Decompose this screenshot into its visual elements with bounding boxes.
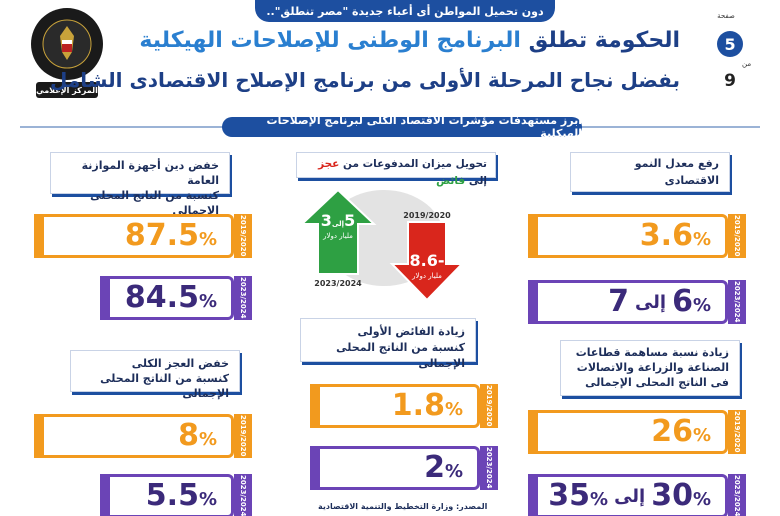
sectors-label: زيادة نسبة مساهمة قطاعات الصناعة والزراع…: [560, 340, 740, 396]
sectors-year-2020: 2019/2020: [728, 410, 746, 454]
headline-line-2: بفضل نجاح المرحلة الأولى من برنامج الإصل…: [50, 68, 680, 92]
surplus-unit: مليار دولار: [322, 232, 353, 240]
balance-label: تحويل ميزان المدفوعات من عجز إلى فائض: [296, 152, 496, 187]
page-label: صفحة: [717, 12, 735, 20]
deficit-year-2020: 2019/2020: [234, 414, 252, 458]
growth-value-2020: 3.6%: [639, 218, 711, 253]
growth-year-2020: 2019/2020: [728, 214, 746, 258]
deficit-value-2024: 5.5%: [145, 478, 217, 513]
debt-label: خفض دين أجهزة الموازنة العامة كنسبة من ا…: [50, 152, 230, 217]
sectors-to-label: إلى: [614, 485, 646, 507]
deficit-value-2020: 8%: [178, 418, 217, 453]
growth-year-2024: 2023/2024: [728, 280, 746, 324]
sectors-year-2024: 2023/2024: [728, 474, 746, 516]
debt-value-2020: 87.5%: [124, 218, 217, 253]
deficit-arrow: [389, 221, 465, 302]
headline-line-1: الحكومة تطلق البرنامج الوطنى للإصلاحات ا…: [139, 28, 680, 53]
page-current: 5: [717, 31, 743, 57]
deficit-year: 2019/2020: [403, 211, 451, 220]
growth-bar-2024: 6% إلى 7: [528, 280, 728, 324]
primary-value-2024: 2%: [424, 450, 463, 485]
debt-year-2020: 2019/2020: [234, 214, 252, 258]
sectors-bar-2020: 26%: [528, 410, 728, 454]
primary-value-2020: 1.8%: [391, 388, 463, 423]
section-label: أبرز مستهدفات مؤشرات الاقتصاد الكلى لبرن…: [222, 114, 582, 140]
deficit-label: خفض العجز الكلى كنسبة من الناتج المحلى ا…: [70, 350, 240, 400]
sectors-value-2020: 26%: [651, 414, 711, 449]
page-total: 9: [724, 71, 736, 91]
debt-year-2024: 2023/2024: [234, 276, 252, 320]
primary-year-2024: 2023/2024: [480, 446, 498, 490]
headline-part-1: الحكومة تطلق: [520, 28, 680, 53]
primary-year-2020: 2019/2020: [480, 384, 498, 428]
growth-to-label: إلى: [634, 291, 667, 313]
balance-graphic: 2019/2020 -8.6 مليار دولار 5إلى3 مليار د…: [299, 188, 465, 302]
growth-value-2024-b: 7: [608, 284, 629, 319]
deficit-bar-2024: 5.5%: [100, 474, 234, 516]
top-banner: دون تحميل المواطن أى أعباء جديدة "مصر تن…: [255, 0, 555, 22]
svg-text:المركز الإعلامي: المركز الإعلامي: [36, 86, 98, 95]
debt-value-2024: 84.5%: [124, 280, 217, 315]
sectors-bar-2024: 30% إلى 35%: [528, 474, 728, 516]
deficit-year-2024: 2023/2024: [234, 474, 252, 516]
growth-bar-2020: 3.6%: [528, 214, 728, 258]
primary-bar-2020: 1.8%: [310, 384, 480, 428]
growth-value-2024-a: 6%: [672, 284, 711, 319]
sectors-value-2024-a: 30%: [651, 478, 711, 513]
sectors-value-2024-b: 35%: [548, 478, 609, 513]
primary-surplus-label: زيادة الفائض الأولى كنسبة من الناتج المح…: [300, 318, 476, 370]
surplus-arrow: [299, 188, 377, 275]
primary-bar-2024: 2%: [310, 446, 480, 490]
page-of-label: من: [742, 60, 752, 68]
headline-part-2: البرنامج الوطنى للإصلاحات الهيكلية: [139, 28, 521, 53]
source-note: المصدر: وزارة التخطيط والتنمية الاقتصادي…: [318, 502, 488, 511]
cabinet-logo: المركز الإعلامي: [28, 4, 106, 100]
deficit-value: -8.6: [410, 251, 445, 270]
debt-bar-2024: 84.5%: [100, 276, 234, 320]
deficit-bar-2020: 8%: [34, 414, 234, 458]
growth-label: رفع معدل النمو الاقتصادى: [570, 152, 730, 192]
surplus-value: 5إلى3: [321, 211, 355, 230]
debt-bar-2020: 87.5%: [34, 214, 234, 258]
deficit-unit: مليار دولار: [411, 272, 442, 280]
surplus-year: 2023/2024: [314, 279, 362, 288]
